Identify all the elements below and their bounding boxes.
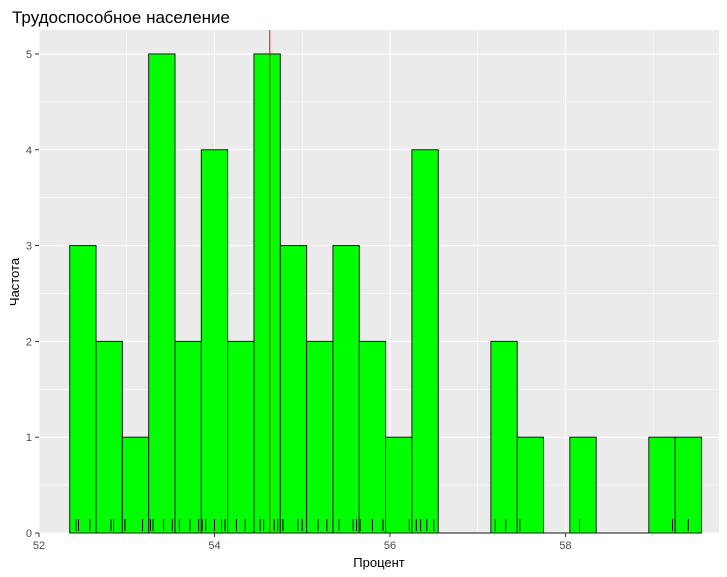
histogram-bar (227, 340, 255, 534)
y-tick-label: 2 (26, 336, 32, 348)
histogram-bar (516, 436, 545, 534)
histogram-bar (279, 245, 308, 534)
y-tick-label: 0 (26, 528, 32, 540)
y-tick-label: 3 (26, 241, 32, 253)
histogram-bar (569, 436, 597, 534)
histogram-bar (253, 53, 281, 534)
x-tick-label: 52 (33, 540, 45, 552)
histogram-bar (411, 149, 439, 534)
x-tick-label: 56 (384, 540, 396, 552)
y-tick-label: 1 (26, 432, 32, 444)
histogram-bar (200, 149, 229, 534)
x-axis-title: Процент (353, 555, 405, 570)
chart-title: Трудоспособное население (12, 8, 230, 27)
histogram-bar (95, 340, 123, 534)
y-axis-ticks: 0 1 2 3 4 5 (26, 49, 39, 540)
histogram-bar (121, 436, 150, 534)
histogram-bar (148, 53, 176, 534)
histogram-bar (674, 436, 702, 534)
histogram-bar (490, 340, 518, 534)
y-tick-label: 5 (26, 49, 32, 61)
histogram-bar (306, 340, 334, 534)
y-axis-title: Частота (7, 257, 22, 306)
rug-marks (75, 519, 689, 531)
histogram-bar (332, 245, 360, 534)
x-axis-ticks: 52 54 56 58 (33, 533, 572, 552)
histogram-bar (648, 436, 676, 534)
histogram-bar (385, 436, 413, 534)
histogram-bar (69, 245, 97, 534)
histogram-bar (174, 340, 202, 534)
histogram-bars (69, 53, 702, 534)
x-tick-label: 58 (559, 540, 571, 552)
x-tick-label: 54 (208, 540, 220, 552)
y-tick-label: 4 (26, 145, 32, 157)
histogram-bar (358, 340, 387, 534)
